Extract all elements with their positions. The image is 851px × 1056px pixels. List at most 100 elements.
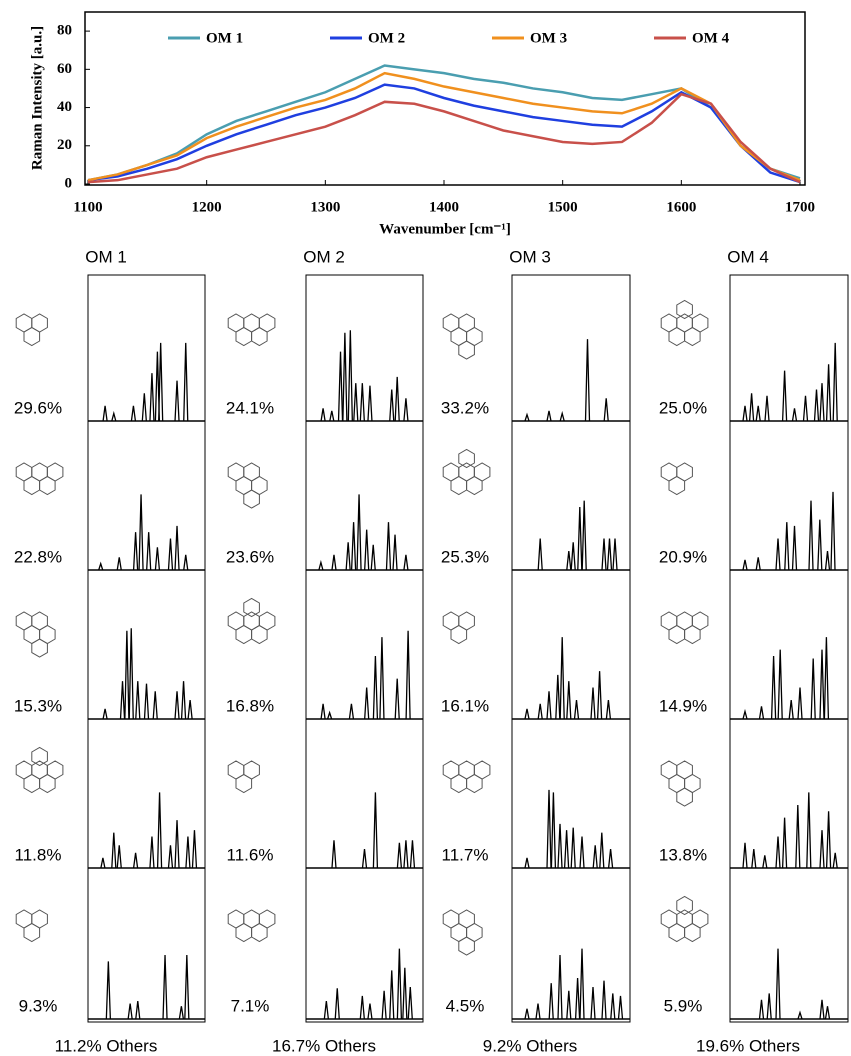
spectrum-peak (819, 999, 825, 1020)
others-label: 16.7% Others (272, 1036, 376, 1055)
spectrum-peak (579, 948, 585, 1020)
spectrum-peak (546, 789, 552, 869)
spectrum-peak (191, 830, 198, 869)
spectrum-peak (158, 342, 164, 422)
spectrum-peak (345, 542, 351, 571)
spectrum-frame (729, 274, 849, 1023)
spectrum-peak (570, 827, 576, 869)
spectrum-frame (305, 274, 424, 1023)
legend-label: OM 3 (530, 30, 567, 46)
spectrum-peak (348, 703, 355, 720)
spectrum-peak (178, 1006, 185, 1020)
spectrum-peak (353, 383, 359, 422)
spectrum-peak (824, 551, 831, 571)
spectrum-peak (124, 630, 130, 720)
spectrum-peak (135, 681, 141, 720)
molecule-ring (31, 746, 48, 767)
spectrum-peak (180, 681, 187, 720)
spectrum-peak (364, 687, 370, 720)
spectrum-peak (566, 990, 572, 1020)
spectrum-peak (825, 811, 832, 869)
percent-label: 4.5% (446, 996, 485, 1015)
spectrum-peak (154, 547, 161, 571)
spectrum-peak (162, 954, 168, 1020)
spectrum-peak (524, 1008, 530, 1020)
molecule-ring (450, 773, 468, 794)
spectrum-peak (775, 948, 781, 1020)
spectrum-peak (187, 700, 193, 720)
spectrum-peak (102, 405, 108, 422)
column-header: OM 4 (727, 247, 769, 266)
molecule-ring (684, 624, 701, 645)
spectrum-peak (824, 1006, 831, 1020)
spectrum-peak (762, 855, 768, 869)
spectrum-peak (149, 373, 155, 422)
spectrum-peak (573, 700, 580, 720)
spectrum-peak (381, 990, 387, 1020)
spectrum-peak (350, 522, 357, 571)
molecule-ring (23, 326, 41, 347)
spectrum-peak (590, 986, 596, 1020)
spectrum-peak (781, 370, 788, 422)
y-tick-label: 0 (65, 175, 73, 191)
molecule-ring (23, 922, 41, 943)
column-header: OM 3 (509, 247, 551, 266)
spectrum-peak (577, 506, 583, 571)
spectrum-peak (795, 804, 801, 869)
percent-label: 16.8% (226, 696, 274, 715)
spectrum-peak (167, 845, 174, 869)
spectrum-peak (331, 840, 337, 869)
y-tick-label: 20 (57, 137, 72, 153)
spectrum-peak (402, 967, 408, 1020)
spectrum-peak (524, 708, 530, 720)
spectrum-peak (791, 408, 798, 422)
spectrum-peak (385, 522, 392, 571)
spectrum-peak (823, 637, 830, 720)
legend-label: OM 2 (368, 30, 405, 46)
spectrum-peak (830, 491, 836, 571)
spectrum-peak (318, 559, 324, 571)
spectrum-peak (599, 832, 605, 869)
spectrum-peak (751, 849, 757, 869)
spectrum-peak (184, 954, 190, 1020)
spectrum-peak (111, 832, 117, 869)
spectrum-peak (563, 830, 570, 869)
spectrum-peak (559, 637, 565, 720)
spectrum-peak (755, 557, 761, 571)
spectrum-peak (396, 948, 403, 1020)
spectrum-peak (100, 857, 106, 869)
spectrum-peak (331, 554, 337, 571)
legend-label: OM 4 (692, 30, 730, 46)
spectrum-peak (361, 849, 368, 869)
spectrum-peak (141, 393, 147, 422)
spectrum-peak (102, 708, 108, 720)
molecule-ring (39, 773, 56, 794)
spectrum-peak (605, 700, 612, 720)
molecule-ring (243, 597, 260, 618)
molecule-ring (458, 340, 475, 360)
molecule-ring (23, 475, 41, 496)
percent-label: 25.3% (441, 547, 489, 566)
spectrum-peak (105, 961, 111, 1020)
molecule-ring (668, 624, 686, 645)
spectrum-peak (149, 836, 155, 869)
spectrum-peak (557, 823, 563, 869)
spectrum-peak (819, 649, 825, 720)
spectrum-peak (592, 845, 598, 869)
spectrum-peak (607, 849, 614, 869)
spectrum-peak (407, 986, 413, 1020)
spectrum-peak (775, 836, 781, 869)
y-tick-label: 40 (57, 99, 72, 115)
spectrum-peak (356, 494, 362, 571)
percent-label: 7.1% (231, 996, 270, 1015)
spectrum-peak (132, 852, 139, 869)
spectrum-peak (132, 532, 139, 571)
spectrum-peak (174, 820, 180, 869)
molecule-ring (466, 773, 483, 794)
spectrum-peak (372, 655, 379, 720)
spectrum-peak (537, 703, 543, 720)
percent-label: 13.8% (659, 845, 707, 864)
spectrum-peak (130, 405, 137, 422)
spectrum-peak (174, 691, 180, 720)
percent-label: 5.9% (664, 996, 703, 1015)
